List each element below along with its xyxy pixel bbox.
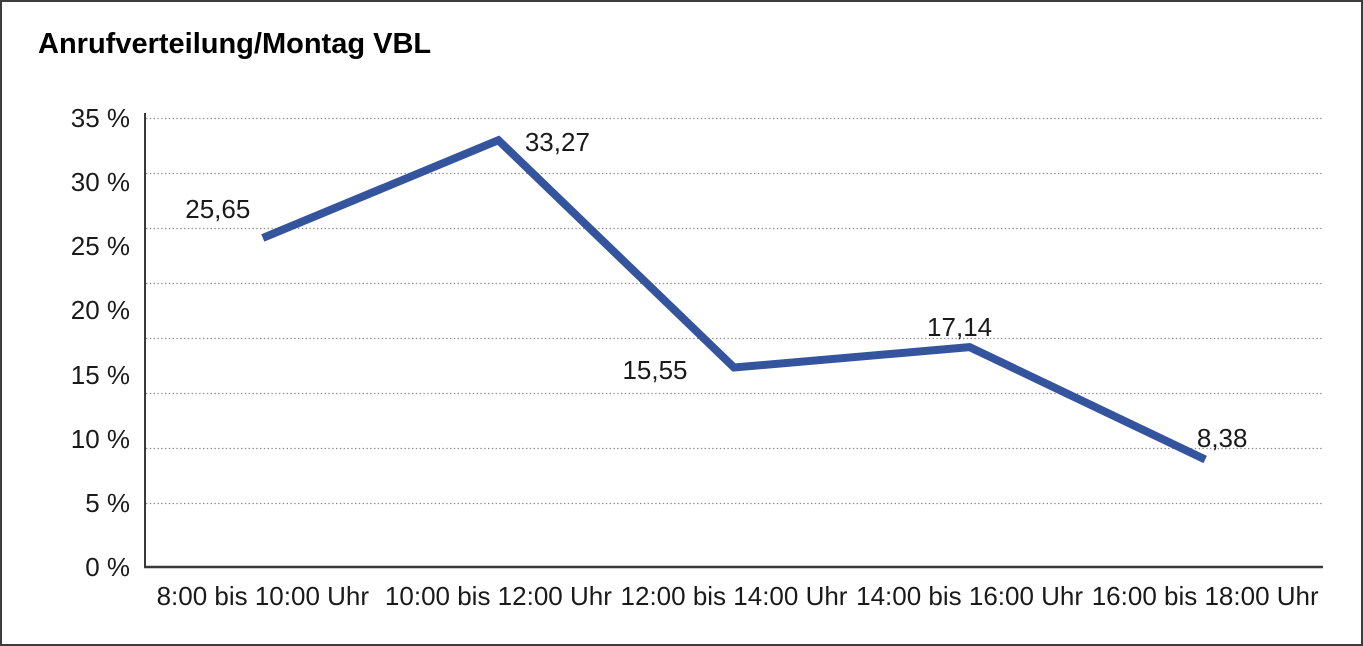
data-point-label: 33,27 — [524, 127, 590, 158]
y-tick-label: 35 % — [70, 103, 130, 133]
x-tick-label: 10:00 bis 12:00 Uhr — [384, 581, 612, 611]
y-tick-label: 5 % — [85, 487, 130, 518]
data-point-label: 25,65 — [185, 193, 251, 224]
data-point-label: 15,55 — [622, 354, 688, 385]
y-tick-label: 25 % — [70, 231, 130, 262]
data-line — [261, 135, 1207, 464]
y-tick-label: 20 % — [70, 295, 130, 326]
x-tick-label: 14:00 bis 16:00 Uhr — [856, 581, 1084, 611]
x-tick-label: 12:00 bis 14:00 Uhr — [620, 581, 848, 611]
x-tick-label: 8:00 bis 10:00 Uhr — [156, 581, 370, 611]
y-tick-label: 30 % — [70, 167, 130, 198]
chart-title: Anrufverteilung/Montag VBL — [38, 28, 432, 60]
data-point-label: 17,14 — [927, 312, 993, 343]
x-tick-label: 16:00 bis 18:00 Uhr — [1091, 581, 1319, 611]
data-point-label: 8,38 — [1196, 423, 1248, 454]
y-tick-label: 10 % — [70, 423, 130, 454]
y-tick-label: 15 % — [70, 359, 130, 390]
y-tick-label: 0 % — [85, 552, 130, 582]
